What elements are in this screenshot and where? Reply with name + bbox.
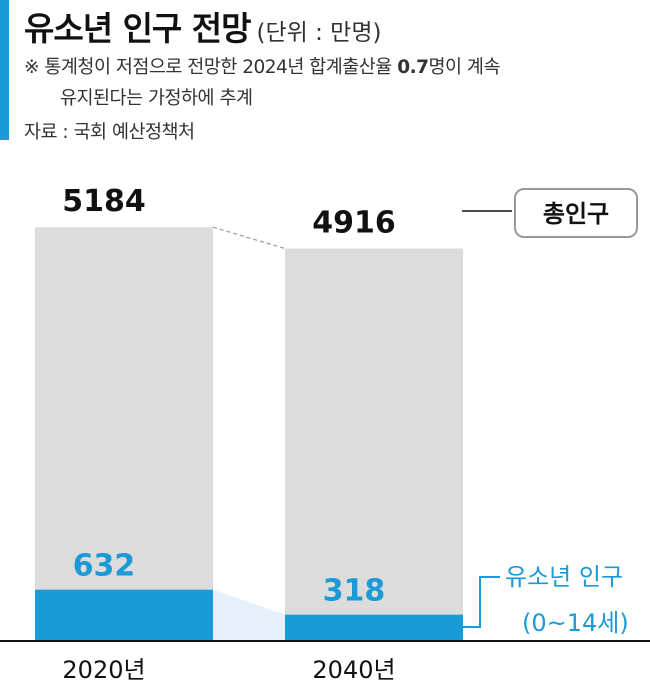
- total-value-label-0: 5184: [62, 184, 146, 219]
- youth-value-label-0: 632: [73, 549, 136, 584]
- total-connector: [212, 226, 286, 250]
- note: ※ 통계청이 저점으로 전망한 2024년 합계출산율 0.7명이 계속 유지된…: [24, 52, 644, 114]
- legend-total-label: 총인구: [543, 200, 609, 228]
- title-row: 유소년 인구 전망 (단위 : 만명): [24, 2, 381, 50]
- youth-bar-0: [35, 589, 213, 640]
- chart-title: 유소년 인구 전망: [24, 9, 251, 48]
- x-tick-label-1: 2040년: [312, 656, 395, 684]
- youth-bar-1: [285, 614, 463, 640]
- accent-bar: [0, 0, 9, 140]
- note-line2: 유지된다는 가정하에 추계: [60, 88, 253, 109]
- note-suffix: 명이 계속: [428, 57, 501, 78]
- legend-youth-label: 유소년 인구: [505, 563, 623, 591]
- youth-value-label-1: 318: [323, 574, 386, 609]
- total-bar-1: [285, 248, 463, 640]
- x-tick-label-0: 2020년: [62, 656, 145, 684]
- youth-connector: [213, 589, 285, 640]
- note-prefix: ※ 통계청이 저점으로 전망한 2024년 합계출산율: [24, 57, 398, 78]
- total-bar-0: [35, 227, 213, 640]
- legend-total-box: [514, 188, 638, 238]
- legend-youth-leader: [462, 576, 500, 628]
- note-bold: 0.7: [397, 57, 429, 78]
- total-value-label-1: 4916: [312, 206, 396, 241]
- source: 자료 : 국회 예산정책처: [24, 122, 195, 143]
- unit-label: (단위 : 만명): [256, 20, 382, 46]
- legend-youth-range: (0~14세): [522, 609, 629, 637]
